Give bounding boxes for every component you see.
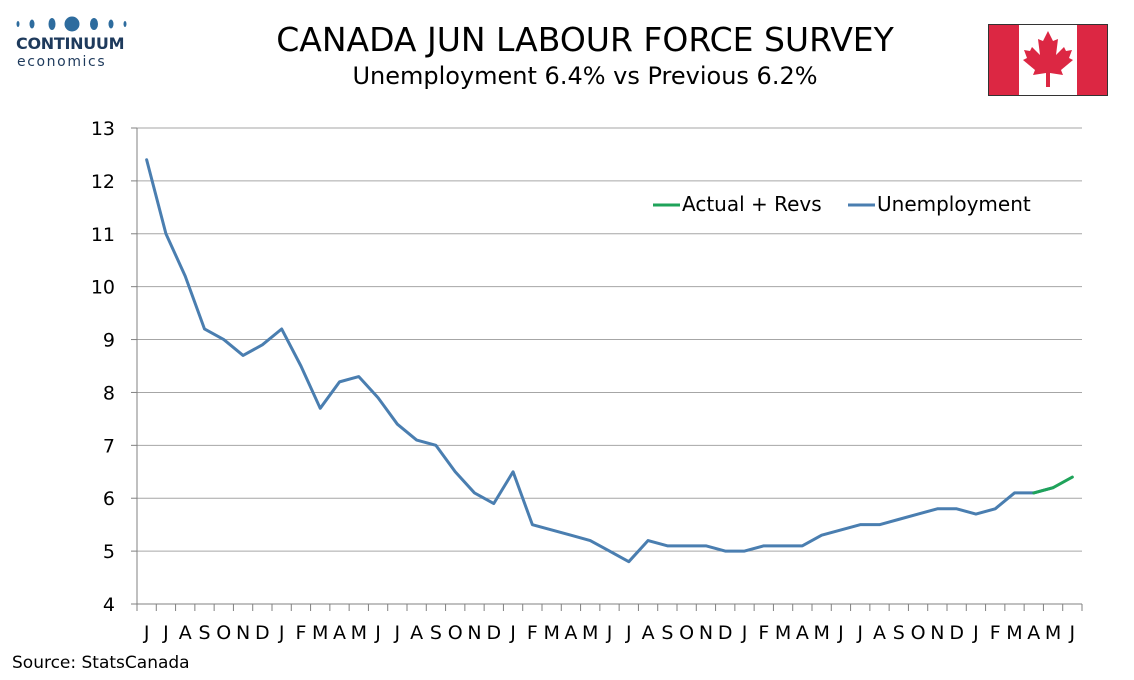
x-tick-label: O: [216, 622, 231, 644]
x-tick-label: D: [486, 622, 501, 644]
y-tick-label: 11: [91, 224, 115, 246]
x-tick-label: F: [295, 622, 306, 644]
x-tick-label: J: [143, 622, 150, 644]
y-tick-label: 13: [91, 118, 115, 140]
x-tick-label: J: [509, 622, 516, 644]
x-tick-label: J: [394, 622, 401, 644]
x-tick-label: A: [1027, 622, 1040, 644]
y-tick-label: 7: [103, 435, 115, 457]
x-tick-label: D: [255, 622, 270, 644]
source-note: Source: StatsCanada: [12, 653, 190, 673]
x-tick-label: N: [930, 622, 944, 644]
logo-dots-icon: [16, 16, 127, 32]
x-tick-label: D: [949, 622, 964, 644]
x-tick-label: J: [856, 622, 863, 644]
x-tick-label: J: [1069, 622, 1076, 644]
y-tick-label: 9: [103, 330, 115, 352]
x-tick-label: J: [625, 622, 632, 644]
x-tick-label: A: [873, 622, 886, 644]
x-tick-label: F: [990, 622, 1001, 644]
y-tick-label: 10: [91, 277, 115, 299]
x-tick-label: M: [813, 622, 829, 644]
x-tick-label: A: [410, 622, 423, 644]
y-tick-label: 6: [103, 488, 115, 510]
x-tick-label: J: [741, 622, 748, 644]
x-tick-label: M: [351, 622, 367, 644]
chart-subtitle: Unemployment 6.4% vs Previous 6.2%: [352, 62, 818, 90]
y-tick-label: 5: [103, 541, 115, 563]
x-tick-label: F: [527, 622, 538, 644]
x-tick-label: A: [564, 622, 577, 644]
x-tick-label: A: [642, 622, 655, 644]
x-tick-label: O: [911, 622, 926, 644]
legend-label: Unemployment: [877, 192, 1031, 216]
x-tick-label: O: [448, 622, 463, 644]
x-tick-label: J: [374, 622, 381, 644]
x-tick-label: J: [606, 622, 613, 644]
legend-label: Actual + Revs: [682, 192, 822, 216]
x-tick-label: J: [837, 622, 844, 644]
series-line-actual-revs: [1032, 475, 1074, 495]
x-tick-label: J: [972, 622, 979, 644]
y-tick-label: 8: [103, 382, 115, 404]
x-tick-label: M: [1045, 622, 1061, 644]
x-tick-label: S: [661, 622, 673, 644]
x-tick-label: N: [236, 622, 250, 644]
x-tick-label: M: [312, 622, 328, 644]
y-tick-label: 4: [103, 594, 115, 616]
x-tick-label: N: [699, 622, 713, 644]
x-tick-label: M: [582, 622, 598, 644]
x-tick-label: J: [162, 622, 169, 644]
series-line-unemployment: [145, 158, 1055, 564]
x-tick-label: S: [430, 622, 442, 644]
x-tick-label: J: [278, 622, 285, 644]
canada-flag-icon: [988, 24, 1108, 96]
x-tick-label: M: [543, 622, 559, 644]
y-tick-label: 12: [91, 171, 115, 193]
x-tick-label: A: [333, 622, 346, 644]
x-tick-label: A: [796, 622, 809, 644]
logo-subtext: economics: [17, 54, 107, 70]
x-tick-label: A: [179, 622, 192, 644]
maple-leaf-icon: [1023, 31, 1073, 87]
x-tick-label: N: [467, 622, 481, 644]
x-tick-label: F: [758, 622, 769, 644]
logo-wordmark: CONTINUUM: [16, 34, 125, 53]
chart-title: CANADA JUN LABOUR FORCE SURVEY: [276, 20, 894, 59]
x-tick-label: M: [1006, 622, 1022, 644]
x-tick-label: D: [718, 622, 733, 644]
x-tick-label: S: [893, 622, 905, 644]
x-tick-label: O: [679, 622, 694, 644]
x-tick-label: M: [775, 622, 791, 644]
x-tick-label: S: [198, 622, 210, 644]
